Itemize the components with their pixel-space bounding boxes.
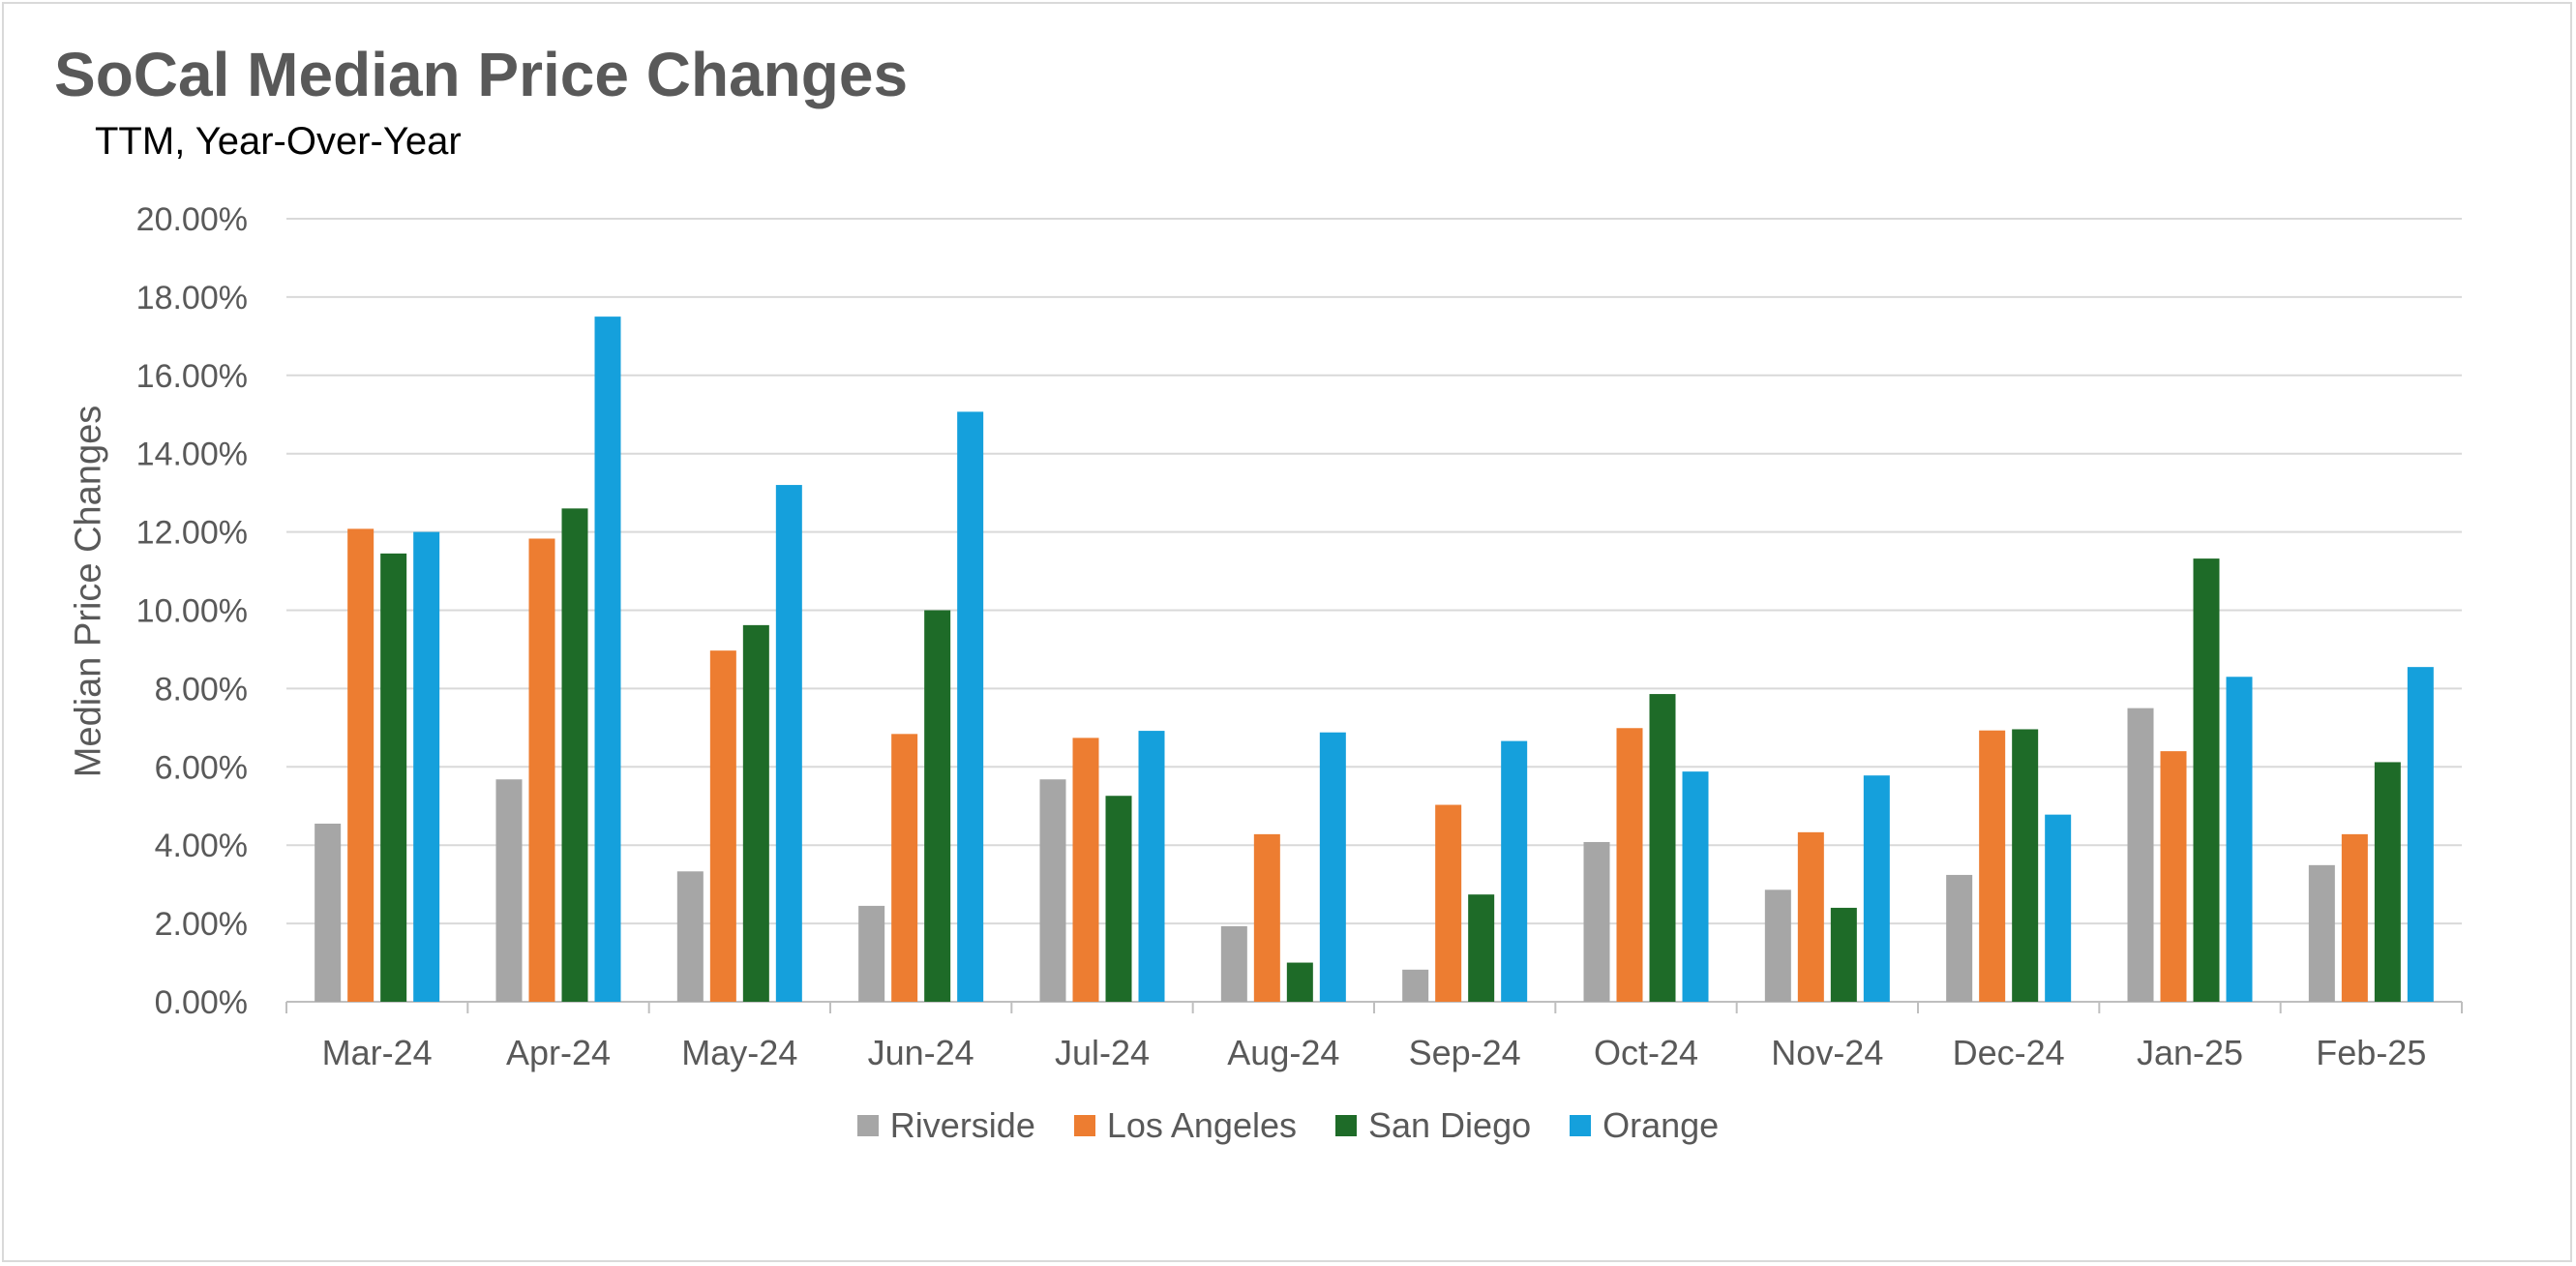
bar bbox=[891, 734, 918, 1002]
bar bbox=[2374, 762, 2401, 1002]
x-tick-label: Feb-25 bbox=[2316, 1033, 2426, 1072]
bar bbox=[1253, 833, 1280, 1002]
bar bbox=[1830, 907, 1857, 1002]
x-tick-label: Jun-24 bbox=[868, 1033, 974, 1072]
chart-title: SoCal Median Price Changes bbox=[54, 40, 909, 109]
bar bbox=[1319, 732, 1346, 1002]
bar bbox=[1286, 962, 1313, 1002]
bar bbox=[676, 871, 704, 1002]
x-tick-label: Jan-25 bbox=[2137, 1033, 2243, 1072]
bar bbox=[2012, 729, 2039, 1002]
bar bbox=[1105, 796, 1132, 1002]
legend-swatch bbox=[1335, 1115, 1357, 1136]
bar bbox=[1138, 731, 1165, 1002]
bar bbox=[1468, 894, 1495, 1002]
chart-subtitle: TTM, Year-Over-Year bbox=[95, 120, 462, 163]
x-tick-label: Nov-24 bbox=[1771, 1033, 1883, 1072]
bar bbox=[2407, 667, 2434, 1002]
x-tick-label: Jul-24 bbox=[1055, 1033, 1150, 1072]
bar bbox=[594, 316, 621, 1002]
bar bbox=[2045, 814, 2072, 1002]
bar bbox=[347, 528, 374, 1002]
legend-item: Riverside bbox=[856, 1105, 1035, 1146]
legend-label: Riverside bbox=[889, 1105, 1035, 1145]
bar bbox=[2193, 558, 2220, 1002]
bar bbox=[1501, 740, 1528, 1002]
bar bbox=[1863, 775, 1890, 1002]
y-tick-label: 18.00% bbox=[136, 280, 248, 316]
bar bbox=[1039, 779, 1066, 1002]
x-tick-label: Dec-24 bbox=[1953, 1033, 2065, 1072]
bar bbox=[2308, 864, 2335, 1002]
legend-swatch bbox=[1073, 1115, 1095, 1136]
y-tick-label: 4.00% bbox=[155, 828, 248, 864]
y-tick-label: 2.00% bbox=[155, 906, 248, 943]
bar bbox=[2160, 751, 2187, 1002]
y-tick-label: 16.00% bbox=[136, 358, 248, 395]
y-tick-label: 14.00% bbox=[136, 437, 248, 473]
legend-swatch bbox=[1570, 1115, 1592, 1136]
bar bbox=[858, 905, 885, 1002]
bar bbox=[413, 531, 440, 1002]
bar bbox=[2127, 708, 2154, 1002]
bar bbox=[380, 553, 407, 1002]
legend-label: Los Angeles bbox=[1106, 1105, 1297, 1145]
bar bbox=[495, 779, 523, 1002]
bar bbox=[1435, 804, 1462, 1002]
bar bbox=[775, 485, 802, 1002]
y-tick-label: 20.00% bbox=[136, 201, 248, 238]
bar bbox=[561, 508, 588, 1002]
legend: Riverside Los Angeles San Diego Orange bbox=[0, 1105, 2576, 1146]
y-tick-label: 10.00% bbox=[136, 593, 248, 630]
bar bbox=[1402, 969, 1429, 1002]
y-tick-label: 0.00% bbox=[155, 984, 248, 1021]
bar bbox=[1946, 874, 1973, 1002]
bar bbox=[1682, 771, 1709, 1002]
bar bbox=[709, 650, 736, 1002]
y-tick-label: 8.00% bbox=[155, 671, 248, 708]
legend-label: Orange bbox=[1603, 1105, 1720, 1145]
bar bbox=[528, 538, 555, 1002]
y-tick-label: 12.00% bbox=[136, 515, 248, 552]
y-tick-label: 6.00% bbox=[155, 749, 248, 786]
bar bbox=[1764, 889, 1791, 1002]
legend-item: Los Angeles bbox=[1073, 1105, 1297, 1146]
bar bbox=[1797, 831, 1824, 1002]
legend-swatch bbox=[856, 1115, 879, 1136]
bar bbox=[1583, 841, 1610, 1002]
legend-item: San Diego bbox=[1335, 1105, 1531, 1146]
legend-item: Orange bbox=[1570, 1105, 1719, 1146]
bar bbox=[1979, 730, 2006, 1002]
bar bbox=[1649, 694, 1676, 1002]
bar bbox=[924, 610, 951, 1002]
bar bbox=[957, 411, 984, 1003]
x-tick-label: Oct-24 bbox=[1594, 1033, 1698, 1072]
x-tick-label: Apr-24 bbox=[506, 1033, 611, 1072]
x-tick-label: May-24 bbox=[681, 1033, 797, 1072]
x-tick-label: Mar-24 bbox=[322, 1033, 433, 1072]
x-tick-label: Sep-24 bbox=[1409, 1033, 1521, 1072]
bar bbox=[742, 624, 769, 1002]
bar bbox=[2226, 677, 2253, 1002]
legend-label: San Diego bbox=[1368, 1105, 1532, 1145]
bar bbox=[2341, 833, 2368, 1002]
bar bbox=[1616, 728, 1643, 1002]
bar bbox=[1072, 738, 1099, 1002]
bar bbox=[1220, 925, 1247, 1002]
bar bbox=[315, 823, 342, 1002]
x-tick-label: Aug-24 bbox=[1227, 1033, 1339, 1072]
